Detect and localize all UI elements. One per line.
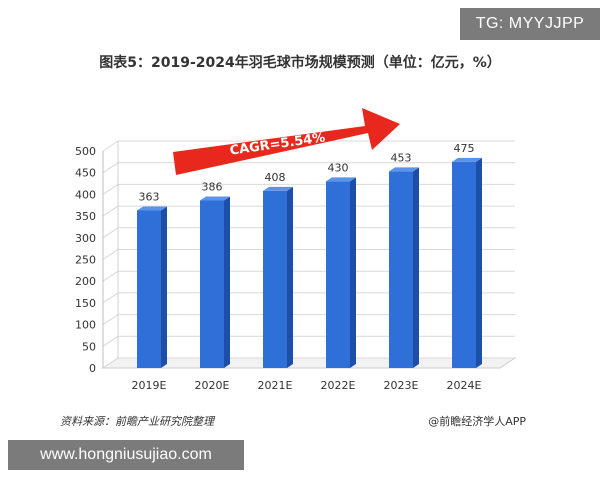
bar-top bbox=[326, 177, 356, 182]
x-tick-label: 2023E bbox=[384, 379, 419, 392]
bar-side bbox=[287, 186, 293, 368]
data-label: 408 bbox=[265, 171, 286, 184]
chart-title: 图表5：2019-2024年羽毛球市场规模预测（单位：亿元，%） bbox=[99, 55, 501, 71]
data-label: 386 bbox=[202, 180, 223, 193]
x-tick-label: 2024E bbox=[447, 379, 482, 392]
gridline-depth bbox=[102, 314, 119, 326]
y-tick-label: 500 bbox=[75, 145, 96, 158]
gridline-depth bbox=[102, 227, 119, 239]
bar-side bbox=[161, 206, 167, 368]
bar-side bbox=[413, 167, 419, 368]
x-tick-label: 2020E bbox=[195, 379, 230, 392]
y-tick-label: 250 bbox=[75, 254, 96, 267]
cagr-arrow bbox=[173, 108, 400, 175]
bar-side bbox=[224, 196, 230, 368]
cagr-label: CAGR=5.54% bbox=[229, 130, 326, 158]
gridline-depth bbox=[102, 183, 119, 195]
source-note: 资料来源：前瞻产业研究院整理 bbox=[60, 415, 214, 428]
y-tick-label: 400 bbox=[75, 188, 96, 201]
bar bbox=[389, 171, 413, 368]
data-label: 475 bbox=[454, 142, 475, 155]
y-tick-label: 100 bbox=[75, 319, 96, 332]
bar bbox=[137, 210, 161, 368]
gridline-depth bbox=[102, 205, 119, 217]
bar-top bbox=[137, 206, 167, 211]
bar bbox=[200, 200, 224, 368]
y-tick-label: 450 bbox=[75, 167, 96, 180]
bar bbox=[326, 181, 350, 368]
tag-badge: TG: MYYJJPP bbox=[460, 8, 600, 40]
publisher-credit: @前瞻经济学人APP bbox=[428, 415, 526, 428]
url-banner: www.hongniusujiao.com bbox=[8, 440, 244, 470]
bar bbox=[452, 161, 476, 368]
gridline-depth bbox=[102, 270, 119, 282]
y-tick-label: 200 bbox=[75, 275, 96, 288]
gridline-depth bbox=[102, 357, 119, 369]
bar-top bbox=[452, 157, 482, 162]
y-tick-label: 50 bbox=[82, 340, 96, 353]
bar-side bbox=[476, 157, 482, 368]
bar-top bbox=[389, 167, 419, 172]
y-tick-label: 150 bbox=[75, 297, 96, 310]
gridline-depth bbox=[102, 249, 119, 260]
y-tick-label: 300 bbox=[75, 232, 96, 245]
x-tick-label: 2021E bbox=[258, 379, 293, 392]
data-label: 430 bbox=[328, 161, 349, 174]
data-label: 363 bbox=[139, 190, 160, 203]
data-label: 453 bbox=[391, 151, 412, 164]
x-tick-label: 2019E bbox=[132, 379, 167, 392]
bar bbox=[263, 190, 287, 368]
y-tick-label: 0 bbox=[89, 362, 96, 375]
gridline-depth bbox=[102, 335, 119, 347]
bar-top bbox=[263, 186, 293, 191]
gridline-depth bbox=[102, 292, 119, 304]
bar-top bbox=[200, 196, 230, 201]
gridline-depth bbox=[102, 140, 119, 152]
gridline-depth bbox=[102, 162, 119, 174]
y-tick-label: 350 bbox=[75, 210, 96, 223]
x-tick-label: 2022E bbox=[321, 379, 356, 392]
bar-side bbox=[350, 177, 356, 368]
